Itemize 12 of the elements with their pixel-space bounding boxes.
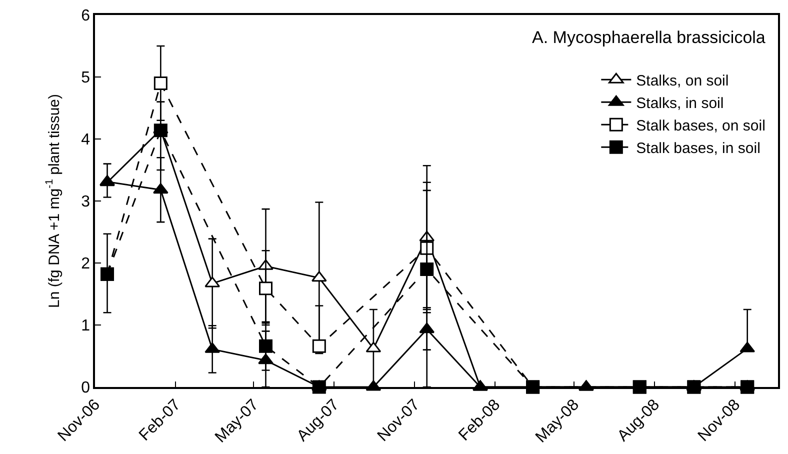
legend-label: Stalks, in soil [636,94,724,112]
y-tick-label: 0 [81,380,90,397]
y-tick-label: 6 [81,8,90,25]
y-tick-label: 3 [81,194,90,211]
legend-label: Stalk bases, on soil [636,117,766,134]
legend-label: Stalks, on soil [636,72,729,90]
legend-label: Stalk bases, in soil [636,140,760,157]
y-tick-label: 2 [81,256,90,273]
y-tick-label: 4 [81,132,90,149]
y-tick-label: 5 [81,70,90,87]
y-tick-label: 1 [81,318,90,335]
annotation: A. Mycosphaerella brassicicola [532,28,766,47]
